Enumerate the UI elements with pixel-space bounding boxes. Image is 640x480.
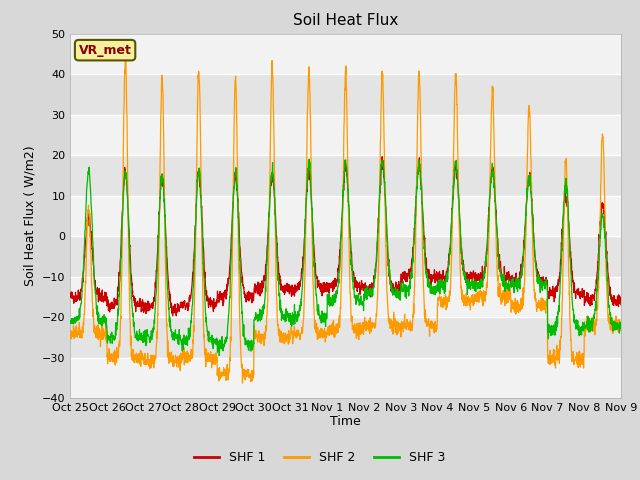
Title: Soil Heat Flux: Soil Heat Flux	[293, 13, 398, 28]
Bar	[70, 34, 621, 74]
Bar	[70, 277, 621, 317]
Bar	[70, 196, 621, 236]
Bar	[70, 115, 621, 155]
Bar	[70, 236, 621, 277]
X-axis label: Time: Time	[330, 415, 361, 428]
Bar	[70, 155, 621, 196]
Y-axis label: Soil Heat Flux ( W/m2): Soil Heat Flux ( W/m2)	[24, 146, 36, 286]
Bar	[70, 358, 621, 398]
Bar	[70, 74, 621, 115]
Legend: SHF 1, SHF 2, SHF 3: SHF 1, SHF 2, SHF 3	[189, 446, 451, 469]
Bar	[70, 317, 621, 358]
Text: VR_met: VR_met	[79, 44, 132, 57]
